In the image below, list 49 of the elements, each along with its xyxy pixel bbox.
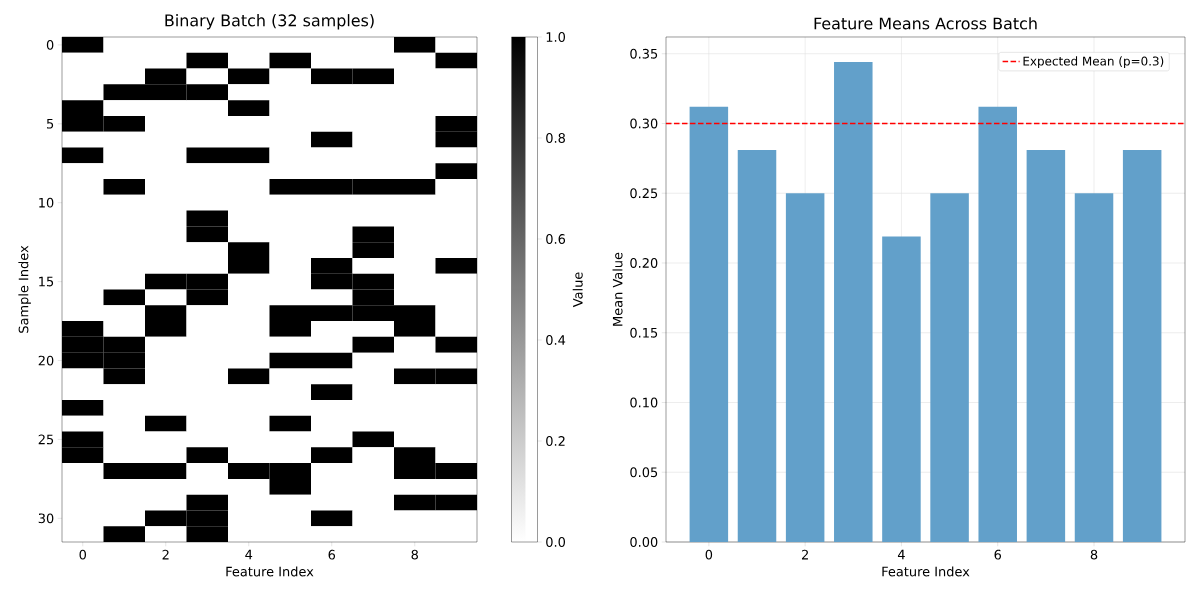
x-tick-label: 4 (245, 549, 253, 560)
bar (1074, 193, 1114, 542)
x-tick-label: 2 (162, 549, 169, 560)
color-bar-label: 0.4 (546, 335, 566, 345)
x-tick-label: 0 (705, 549, 713, 560)
color-bar-label: 0.0 (546, 537, 566, 547)
bar (785, 193, 825, 542)
bar (930, 193, 969, 542)
y-tick-label: 30 (38, 513, 54, 524)
y-tick-label: 5 (46, 118, 54, 129)
legend-label: Expected Mean (p=0.3) (1023, 56, 1164, 68)
x-tick-label: 6 (328, 549, 336, 560)
y-tick-label: 0.15 (630, 327, 658, 338)
x-tick-label: 0 (79, 549, 87, 560)
y-tick-label: 0.05 (630, 467, 658, 478)
bar (1122, 149, 1162, 542)
x-tick-label: 8 (411, 549, 418, 560)
y-axis-title: Mean Value (612, 252, 623, 326)
x-tick-label: 2 (801, 549, 808, 560)
color-bar-label: 0.6 (546, 234, 566, 244)
x-tick-label: 6 (994, 549, 1002, 560)
chart-title: Binary Batch (32 samples) (165, 14, 374, 30)
x-axis-title: Feature Index (226, 566, 314, 577)
color-bar-label: 0.2 (546, 436, 565, 446)
y-tick-label: 0.30 (630, 118, 658, 129)
y-tick-label: 25 (38, 434, 54, 445)
color-bar-title: Value (572, 272, 583, 308)
y-tick-label: 0.20 (630, 258, 658, 268)
color-bar-label: 1.0 (546, 32, 566, 42)
y-tick-label: 0.10 (630, 397, 658, 408)
y-tick-label: 20 (38, 355, 54, 366)
y-tick-label: 10 (39, 197, 54, 208)
x-axis-title: Feature Index (882, 566, 970, 577)
y-axis-title: Sample Index (18, 245, 31, 333)
bar (1026, 149, 1066, 542)
color-bar-label: 0.8 (546, 133, 565, 143)
bar (834, 62, 873, 542)
bar (737, 149, 777, 542)
bar (689, 106, 729, 542)
chart-title: Feature Means Across Batch (814, 17, 1037, 30)
y-tick-label: 0.25 (630, 188, 658, 199)
y-tick-label: 0.00 (630, 537, 658, 547)
y-tick-label: 15 (39, 276, 54, 287)
bar (882, 236, 921, 542)
x-tick-label: 8 (1090, 549, 1098, 560)
x-tick-label: 4 (897, 549, 905, 560)
y-tick-label: 0 (46, 40, 54, 50)
bar (978, 106, 1017, 542)
y-tick-label: 0.35 (630, 48, 658, 59)
